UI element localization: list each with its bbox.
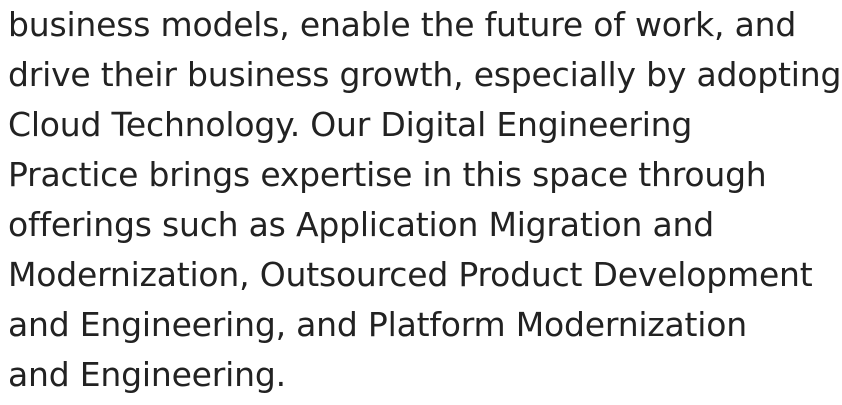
paragraph-line: Modernization, Outsourced Product Develo… — [8, 255, 813, 294]
body-paragraph: business models, enable the future of wo… — [8, 0, 842, 400]
paragraph-line: offerings such as Application Migration … — [8, 205, 715, 244]
paragraph-line: Practice brings expertise in this space … — [8, 155, 767, 194]
paragraph-line: and Engineering, and Platform Modernizat… — [8, 305, 747, 344]
paragraph-line: Cloud Technology. Our Digital Engineerin… — [8, 105, 693, 144]
paragraph-line: business models, enable the future of wo… — [8, 5, 797, 44]
paragraph-line: drive their business growth, especially … — [8, 55, 842, 94]
paragraph-line: and Engineering. — [8, 355, 286, 394]
